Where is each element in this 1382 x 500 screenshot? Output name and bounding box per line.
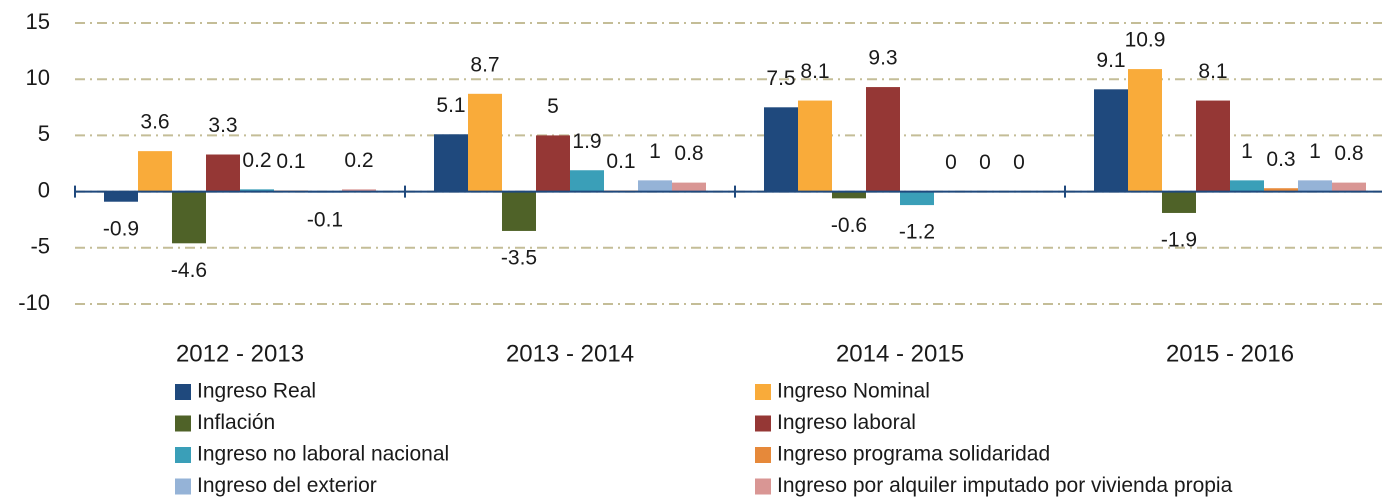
y-tick-label: -5 [30, 234, 50, 259]
legend-label: Ingreso por alquiler imputado por vivien… [777, 474, 1233, 497]
y-tick-label: -10 [18, 290, 50, 315]
y-tick-label: 0 [38, 177, 50, 202]
bar [536, 135, 570, 192]
bar [434, 134, 468, 192]
value-label: -1.9 [1161, 229, 1197, 252]
bar [1094, 89, 1128, 192]
bar [1298, 180, 1332, 192]
value-label: 0 [945, 151, 957, 174]
legend-swatch [175, 478, 191, 495]
value-label: 0 [979, 151, 991, 174]
y-tick-label: 15 [26, 9, 50, 34]
bar [1332, 182, 1366, 192]
legend-label: Inflación [197, 411, 275, 434]
value-label: 8.1 [800, 60, 829, 83]
value-label: 1 [1241, 140, 1253, 163]
x-tick-label: 2012 - 2013 [176, 340, 304, 367]
legend-label: Ingreso Nominal [777, 380, 930, 403]
value-label: 9.3 [868, 47, 897, 70]
legend-swatch [755, 415, 771, 432]
value-label: 3.3 [208, 114, 237, 137]
y-tick-label: 5 [38, 121, 50, 146]
value-label: 0.2 [242, 149, 271, 172]
bar [104, 191, 138, 202]
legend-swatch [175, 415, 191, 432]
value-label: -0.6 [831, 214, 867, 237]
bar [832, 191, 866, 199]
bar [866, 87, 900, 192]
value-label: 9.1 [1096, 49, 1125, 72]
value-label: 1 [649, 140, 661, 163]
bar [240, 189, 274, 192]
y-tick-label: 10 [26, 65, 50, 90]
bar [1128, 69, 1162, 192]
value-label: -0.9 [103, 217, 139, 240]
value-label: 0.1 [606, 150, 635, 173]
bar [1196, 100, 1230, 192]
legend-label: Ingreso Real [197, 380, 316, 403]
value-label: -4.6 [171, 259, 207, 282]
value-label: 5 [547, 95, 559, 118]
value-label: 7.5 [766, 67, 795, 90]
bar [342, 189, 376, 192]
value-label: 10.9 [1125, 29, 1166, 52]
value-label: 0 [1013, 151, 1025, 174]
bar [1264, 188, 1298, 192]
bar [502, 191, 536, 231]
value-label: 8.1 [1198, 60, 1227, 83]
bar [468, 93, 502, 192]
legend-swatch [755, 447, 771, 463]
value-label: 0.8 [1334, 142, 1363, 165]
value-label: 1.9 [572, 130, 601, 153]
value-label: 8.7 [470, 53, 499, 76]
bar [798, 100, 832, 192]
bar [672, 182, 706, 192]
value-label: 1 [1309, 140, 1321, 163]
bar [570, 170, 604, 192]
legend-label: Ingreso no laboral nacional [197, 443, 449, 466]
bar [638, 180, 672, 192]
x-tick-label: 2013 - 2014 [506, 340, 634, 367]
value-label: 3.6 [140, 111, 169, 134]
value-label: 0.2 [344, 149, 373, 172]
bar [206, 154, 240, 192]
value-label: 5.1 [436, 94, 465, 117]
bar [764, 107, 798, 192]
legend-swatch [755, 384, 771, 400]
legend-label: Ingreso laboral [777, 411, 916, 434]
value-label: 0.1 [276, 150, 305, 173]
legend-swatch [175, 447, 191, 463]
legend-swatch [175, 384, 191, 400]
legend-label: Ingreso programa solidaridad [777, 443, 1050, 466]
legend-label: Ingreso del exterior [197, 474, 377, 497]
value-label: -1.2 [899, 221, 935, 244]
x-tick-label: 2014 - 2015 [836, 340, 964, 367]
legend-swatch [755, 478, 771, 495]
bar [1230, 180, 1264, 192]
bar [138, 151, 172, 192]
bar [1162, 191, 1196, 213]
value-label: 0.3 [1266, 148, 1295, 171]
bar [172, 191, 206, 244]
bar [900, 191, 934, 206]
value-label: -3.5 [501, 246, 537, 269]
value-label: 0.8 [674, 142, 703, 165]
value-label: -0.1 [307, 208, 343, 231]
x-tick-label: 2015 - 2016 [1166, 340, 1294, 367]
